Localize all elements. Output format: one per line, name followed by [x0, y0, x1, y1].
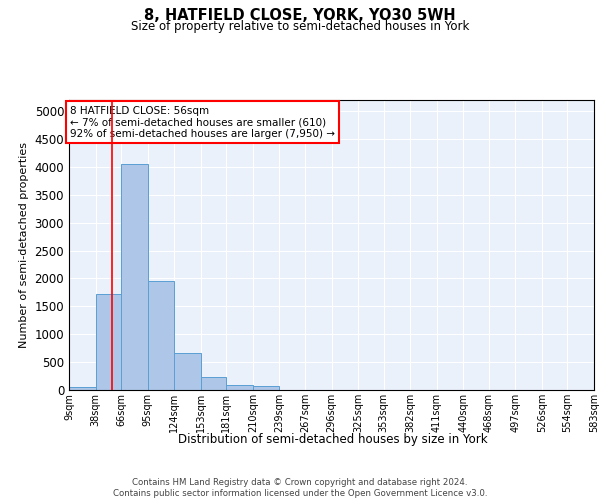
Bar — [226, 385, 253, 390]
Text: 8, HATFIELD CLOSE, YORK, YO30 5WH: 8, HATFIELD CLOSE, YORK, YO30 5WH — [144, 8, 456, 22]
Text: 8 HATFIELD CLOSE: 56sqm
← 7% of semi-detached houses are smaller (610)
92% of se: 8 HATFIELD CLOSE: 56sqm ← 7% of semi-det… — [70, 106, 335, 139]
Bar — [121, 164, 148, 390]
Bar — [148, 281, 174, 390]
Bar — [95, 294, 121, 390]
Bar — [174, 352, 201, 390]
Text: Distribution of semi-detached houses by size in York: Distribution of semi-detached houses by … — [178, 432, 488, 446]
Text: Contains HM Land Registry data © Crown copyright and database right 2024.
Contai: Contains HM Land Registry data © Crown c… — [113, 478, 487, 498]
Bar — [253, 386, 280, 390]
Y-axis label: Number of semi-detached properties: Number of semi-detached properties — [19, 142, 29, 348]
Bar — [201, 377, 226, 390]
Bar — [69, 386, 95, 390]
Text: Size of property relative to semi-detached houses in York: Size of property relative to semi-detach… — [131, 20, 469, 33]
